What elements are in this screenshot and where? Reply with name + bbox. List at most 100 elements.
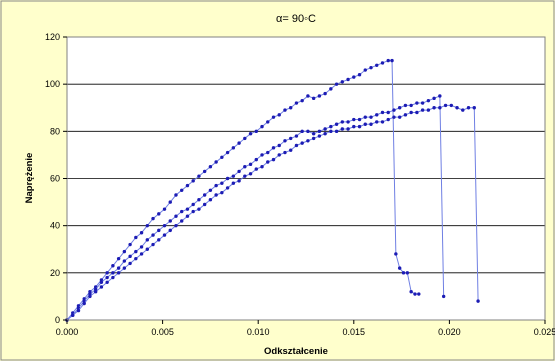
series-3-point: [426, 108, 431, 112]
y-tick-label: 80: [50, 126, 60, 136]
series-3-point: [122, 266, 127, 270]
series-2-point: [432, 96, 436, 101]
y-tick-label: 0: [55, 315, 60, 325]
series-2-point: [369, 115, 373, 119]
series-1-point: [185, 183, 190, 188]
series-1-point: [409, 290, 413, 294]
series-1-point: [105, 271, 109, 275]
series-1-point: [151, 216, 155, 221]
series-2-point: [294, 134, 299, 138]
series-3-point: [294, 143, 299, 148]
series-3-point: [191, 209, 195, 214]
series-3-point: [346, 127, 350, 131]
series-1-point: [401, 271, 406, 275]
series-2-point: [111, 271, 115, 275]
series-3-point: [202, 202, 207, 207]
series-1-point: [145, 223, 150, 228]
series-2-point: [317, 129, 322, 134]
series-3-point: [443, 103, 448, 108]
series-2-point: [306, 129, 310, 134]
series-2-point: [426, 98, 431, 103]
x-tick-label: 0.010: [247, 327, 270, 337]
series-2-point: [415, 101, 419, 105]
series-1-point: [139, 231, 144, 235]
series-1-point: [128, 242, 132, 247]
series-3-point: [111, 275, 115, 280]
chart-title: α= 90◦C: [276, 13, 316, 25]
series-3-point: [243, 174, 247, 178]
series-1-point: [369, 65, 373, 70]
series-3-point: [71, 313, 75, 317]
series-2-point: [220, 181, 224, 185]
series-1-point: [357, 73, 362, 77]
series-2-point: [116, 266, 121, 270]
series-2-point: [145, 238, 150, 242]
series-2-point: [157, 228, 161, 233]
series-2-point: [329, 124, 333, 129]
series-3-point: [277, 153, 281, 157]
series-2-point: [438, 94, 442, 98]
series-3-point: [116, 271, 121, 275]
series-3-point: [449, 103, 454, 108]
series-3-point: [266, 160, 270, 164]
y-axis-title: Naprężenie: [24, 153, 35, 204]
series-1-point: [157, 212, 161, 216]
series-2-point: [248, 162, 253, 167]
series-3-point: [214, 193, 218, 197]
series-1-point: [413, 292, 417, 296]
series-2-point: [441, 294, 446, 299]
series-1-point: [99, 278, 104, 282]
series-1-point: [271, 115, 276, 119]
series-3-point: [420, 108, 425, 112]
series-1-point: [294, 101, 299, 105]
series-2-point: [237, 169, 241, 174]
x-tick-label: 0.000: [56, 327, 79, 337]
series-2-point: [202, 193, 207, 197]
x-tick-label: 0.015: [343, 327, 366, 337]
series-3-point: [208, 198, 213, 202]
series-2-point: [346, 120, 350, 124]
series-3-point: [88, 294, 92, 299]
series-1-point: [220, 155, 224, 159]
series-3-point: [151, 242, 155, 247]
series-1-point: [340, 80, 345, 84]
x-axis-ticks: 0.000 0.005 0.010 0.015 0.020 0.025: [56, 320, 555, 337]
series-2-point: [392, 108, 396, 112]
series-1-point: [134, 235, 138, 240]
series-3-point: [311, 136, 316, 141]
series-2-point: [208, 188, 213, 192]
x-tick-label: 0.005: [151, 327, 174, 337]
y-tick-label: 40: [50, 221, 60, 231]
series-3-point: [254, 167, 258, 171]
series-3-point: [283, 150, 287, 155]
series-1-point: [88, 290, 92, 294]
series-1-point: [111, 264, 115, 268]
series-1-point: [417, 292, 421, 296]
series-1-point: [394, 252, 398, 256]
series-1-point: [248, 131, 253, 136]
series-1: [65, 58, 421, 322]
series-3-point: [472, 106, 476, 110]
series-2-point: [323, 127, 327, 131]
series-1-point: [168, 200, 172, 204]
series-2-point: [260, 153, 264, 157]
series-3-point: [340, 127, 345, 131]
series-3-point: [392, 115, 396, 119]
series-1-point: [311, 96, 316, 101]
series-2-point: [380, 110, 385, 115]
series-2-point: [185, 207, 190, 211]
series-2-point: [363, 115, 367, 119]
series-2-point: [340, 120, 345, 124]
series-3-point: [220, 190, 224, 195]
series-3-point: [455, 106, 459, 110]
series-3-point: [438, 106, 442, 110]
series-2-point: [403, 103, 408, 108]
series-2-point: [122, 259, 127, 263]
series-3-point: [363, 122, 367, 126]
x-tick-label: 0.020: [438, 327, 461, 337]
series-2-point: [139, 245, 144, 249]
series-1-point: [329, 87, 333, 91]
series-3-point: [289, 148, 293, 152]
series-3-point: [415, 110, 419, 115]
